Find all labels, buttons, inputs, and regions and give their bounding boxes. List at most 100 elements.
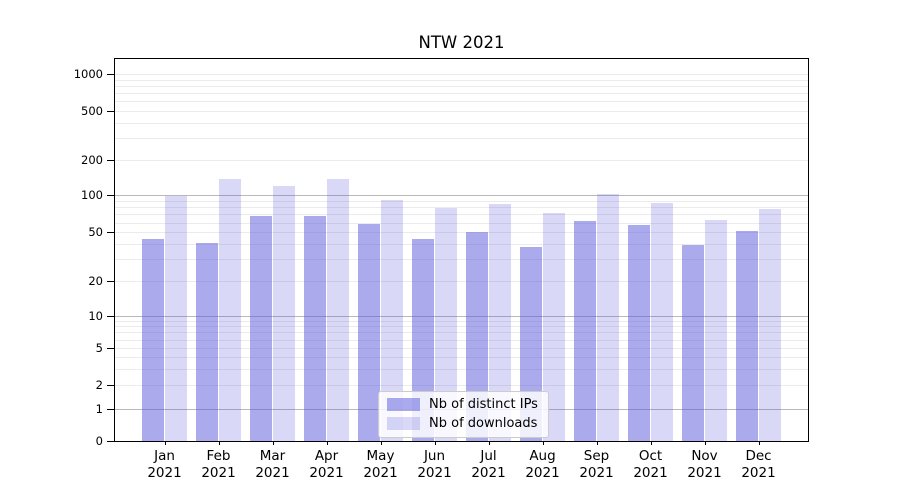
legend-swatch-distinct-ips (387, 398, 420, 411)
bar-distinct-ips-feb (196, 243, 218, 441)
y-gridline-minor (115, 85, 808, 87)
x-tick-label: Feb 2021 (189, 448, 249, 482)
y-tick-label: 0 (95, 434, 103, 448)
y-tick-label: 200 (81, 153, 103, 168)
bar-distinct-ips-jan (142, 239, 164, 441)
y-gridline-minor (115, 244, 808, 246)
y-gridline-minor (115, 79, 808, 81)
x-tick-label-year: 2021 (471, 465, 506, 481)
y-gridline-minor (115, 207, 808, 209)
x-tick-label: May 2021 (351, 448, 411, 482)
y-gridline-minor (115, 214, 808, 216)
legend-label-distinct-ips: Nb of distinct IPs (429, 397, 538, 412)
legend-row-downloads: Nb of downloads (387, 416, 538, 431)
y-tick (107, 73, 114, 75)
x-tick-label: Apr 2021 (297, 448, 357, 482)
x-tick-label-year: 2021 (525, 465, 560, 481)
x-tick-label: Jan 2021 (135, 448, 195, 482)
bar-downloads-jul (489, 203, 511, 441)
bar-downloads-may (381, 199, 403, 441)
x-tick-label-year: 2021 (579, 465, 614, 481)
x-tick (326, 441, 328, 445)
x-tick-label-year: 2021 (147, 465, 182, 481)
y-tick (107, 348, 114, 350)
y-gridline-minor (115, 73, 808, 75)
legend-swatch-downloads (387, 417, 420, 430)
x-tick-label-month: Apr (314, 448, 339, 464)
x-tick-label: Nov 2021 (675, 448, 735, 482)
y-tick (107, 232, 114, 234)
x-tick-label-year: 2021 (741, 465, 776, 481)
x-tick (164, 441, 166, 445)
bar-downloads-dec (759, 208, 781, 441)
x-tick (272, 441, 274, 445)
legend: Nb of distinct IPs Nb of downloads (378, 391, 549, 438)
x-tick (650, 441, 652, 445)
y-tick-label: 20 (88, 273, 103, 288)
x-tick-label-year: 2021 (687, 465, 722, 481)
x-tick (488, 441, 490, 445)
y-tick (107, 195, 114, 197)
x-tick (218, 441, 220, 445)
x-tick-label-month: Aug (529, 448, 556, 464)
y-tick-label: 1000 (73, 66, 103, 81)
y-tick-label: 5 (95, 341, 103, 356)
bar-downloads-oct (651, 202, 673, 441)
y-gridline-minor (115, 138, 808, 140)
y-tick (107, 409, 114, 411)
y-gridline-minor (115, 368, 808, 370)
x-tick-label-year: 2021 (255, 465, 290, 481)
bar-downloads-jan (165, 196, 187, 441)
bar-downloads-nov (705, 219, 727, 441)
y-gridline-minor (115, 385, 808, 387)
x-tick-label-month: May (366, 448, 395, 464)
y-gridline-minor (115, 280, 808, 282)
bar-distinct-ips-apr (304, 216, 326, 441)
bar-distinct-ips-jun (412, 239, 434, 441)
x-tick-label-month: Jun (423, 448, 446, 464)
bar-distinct-ips-mar (250, 216, 272, 441)
y-tick (107, 280, 114, 282)
x-tick-label-year: 2021 (633, 465, 668, 481)
bar-downloads-mar (273, 185, 295, 441)
legend-row-distinct-ips: Nb of distinct IPs (387, 397, 538, 412)
bar-downloads-feb (219, 179, 241, 441)
y-tick-label: 1 (95, 402, 103, 417)
y-gridline-minor (115, 92, 808, 94)
y-gridline-minor (115, 110, 808, 112)
x-tick-label-month: Oct (638, 448, 663, 464)
y-gridline-minor (115, 320, 808, 322)
bar-downloads-apr (327, 179, 349, 441)
y-gridline-minor (115, 222, 808, 224)
x-tick-label-year: 2021 (309, 465, 344, 481)
y-gridline-minor (115, 160, 808, 162)
x-tick-label-month: Dec (745, 448, 772, 464)
x-tick-label-month: Mar (259, 448, 286, 464)
x-tick-label-month: Jan (154, 448, 175, 464)
y-tick-label: 2 (95, 378, 103, 393)
x-tick-label-year: 2021 (363, 465, 398, 481)
plot-area: 0 1 2 5 10 20 50 100 200 500 1000 Jan 2021 Feb 2021 Mar… (74, 58, 809, 481)
bar-downloads-jun (435, 207, 457, 441)
bar-distinct-ips-sep (574, 220, 596, 441)
y-gridline-minor (115, 201, 808, 203)
x-tick-label: Aug 2021 (513, 448, 573, 482)
y-gridline-minor (115, 232, 808, 234)
bar-distinct-ips-oct (628, 225, 650, 441)
y-gridline-minor (115, 357, 808, 359)
y-tick (107, 160, 114, 162)
bar-downloads-sep (597, 194, 619, 441)
x-tick (542, 441, 544, 445)
x-tick-label-month: Jul (480, 448, 497, 464)
y-gridline-minor (115, 101, 808, 103)
x-tick-label: Jul 2021 (459, 448, 519, 482)
y-gridline-minor (115, 122, 808, 124)
x-tick (596, 441, 598, 445)
bar-distinct-ips-jul (466, 232, 488, 441)
x-tick-label-year: 2021 (417, 465, 452, 481)
y-gridline-minor (115, 339, 808, 341)
y-gridline-major (115, 195, 808, 197)
y-tick-label: 10 (88, 308, 103, 323)
bar-distinct-ips-dec (736, 231, 758, 441)
